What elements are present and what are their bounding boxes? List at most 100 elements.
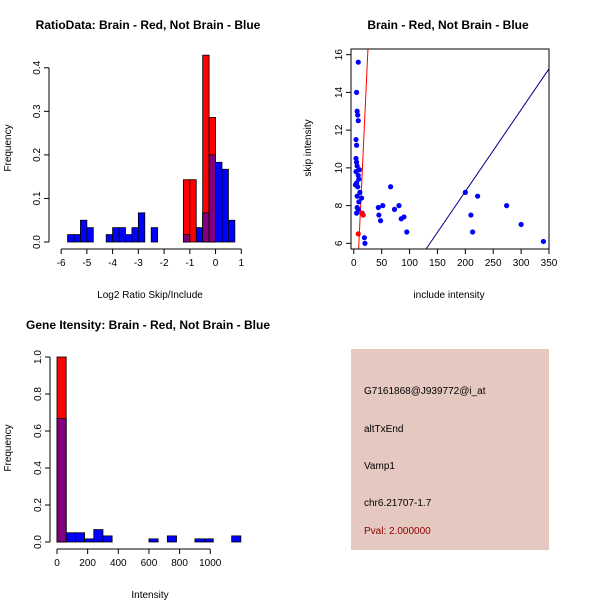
scatter-point-not-brain — [377, 218, 384, 224]
gene-y-tick-label: 0.6 — [33, 424, 44, 438]
gene-x-tick-label: 400 — [110, 558, 127, 569]
scatter-point-not-brain — [388, 184, 394, 190]
ratio-histogram: RatioData: Brain - Red, Not Brain - Blue… — [3, 18, 261, 301]
scatter-point-not-brain — [355, 112, 361, 118]
ratio-histogram-ylabel: Frequency — [3, 124, 14, 171]
scatter-y-tick-label: 14 — [334, 86, 345, 98]
ratio-x-tick-label: 1 — [238, 258, 244, 269]
gene-bar-overlap — [56, 418, 67, 543]
probe-info-panel: G7161868@J939772@i_at altTxEnd Vamp1 chr… — [351, 349, 549, 550]
scatter-point-not-brain — [355, 184, 361, 190]
scatter-point-not-brain — [358, 195, 365, 201]
ratio-histogram-axes: -6 -5 -4 -3 -2 -1 0 1 0.0 0.1 0.2 0.3 0.4 — [32, 60, 244, 269]
ratio-bar-not-brain — [118, 227, 126, 243]
ratio-bar-overlap — [208, 154, 216, 243]
ratio-bar-overlap — [202, 212, 210, 243]
gene-x-tick-label: 800 — [171, 558, 188, 569]
ratio-bar-overlap — [182, 234, 191, 243]
ratio-x-tick-label: 0 — [213, 258, 219, 269]
ratio-bar-not-brain — [228, 219, 236, 243]
gene-name: Vamp1 — [364, 461, 395, 472]
ratio-bar-not-brain — [80, 219, 88, 243]
scatter-y-tick-label: 6 — [334, 240, 345, 246]
scatter-x-tick-label: 50 — [376, 258, 388, 269]
intensity-scatter: Brain - Red, Not Brain - Blue include in… — [303, 18, 558, 301]
scatter-fit-line-navy — [425, 68, 549, 249]
scatter-x-tick-label: 300 — [513, 258, 530, 269]
scatter-point-not-brain — [361, 235, 367, 241]
gene-y-tick-label: 0.0 — [33, 535, 44, 549]
gene-intensity-axes: 0 200 400 600 800 1000 0.0 0.2 0.4 0.6 0.8 1.0 — [33, 350, 222, 569]
ratio-bar-not-brain — [150, 227, 159, 243]
gene-intensity-ylabel: Frequency — [3, 424, 14, 471]
scatter-x-tick-label: 100 — [401, 258, 418, 269]
intensity-scatter-ylabel: skip intensity — [303, 119, 314, 176]
ratio-x-tick-label: -3 — [134, 258, 143, 269]
scatter-point-not-brain — [362, 240, 368, 246]
scatter-point-not-brain — [356, 167, 362, 173]
scatter-point-not-brain — [354, 193, 360, 199]
scatter-point-not-brain — [468, 212, 474, 218]
scatter-point-not-brain — [353, 210, 360, 216]
ratio-bar-not-brain — [86, 227, 94, 243]
scatter-point-not-brain — [469, 229, 476, 235]
ratio-bar-not-brain — [105, 234, 114, 243]
ratio-bar-not-brain — [137, 212, 146, 243]
gene-bar-not-brain — [203, 538, 214, 543]
scatter-point-not-brain — [355, 59, 361, 65]
scatter-point-not-brain — [375, 204, 381, 211]
ratio-x-tick-label: -5 — [82, 258, 91, 269]
scatter-point-not-brain — [356, 176, 362, 182]
scatter-point-not-brain — [475, 193, 481, 199]
intensity-scatter-axes: 0 50 100 150 200 250 300 350 6 8 10 12 14 16 — [334, 48, 558, 269]
gene-y-tick-label: 1.0 — [33, 350, 44, 364]
scatter-x-tick-label: 200 — [457, 258, 474, 269]
gene-bar-not-brain — [102, 535, 113, 543]
ratio-y-tick-label: 0.1 — [32, 191, 43, 205]
ratio-x-tick-label: -2 — [160, 258, 169, 269]
gene-bar-not-brain — [74, 532, 85, 543]
intensity-scatter-xlabel: include intensity — [413, 290, 484, 301]
gene-y-tick-label: 0.8 — [33, 387, 44, 401]
gene-bar-not-brain — [194, 538, 205, 543]
ratio-bar-not-brain — [125, 234, 133, 243]
ratio-bar-not-brain — [112, 227, 120, 243]
scatter-point-brain — [355, 231, 361, 237]
scatter-point-not-brain — [353, 136, 359, 143]
scatter-y-tick-label: 16 — [334, 49, 345, 61]
gene-bar-not-brain — [231, 535, 242, 543]
scatter-x-tick-label: 250 — [485, 258, 502, 269]
scatter-point-not-brain — [504, 203, 510, 209]
gene-intensity-bars — [56, 356, 242, 543]
ratio-bar-not-brain — [221, 168, 229, 243]
p-value: Pval: 2.000000 — [364, 526, 431, 537]
scatter-point-not-brain — [357, 189, 363, 195]
gene-y-tick-label: 0.2 — [33, 498, 44, 512]
scatter-point-not-brain — [376, 212, 382, 218]
scatter-point-not-brain — [391, 206, 398, 212]
ratio-y-tick-label: 0.0 — [32, 235, 43, 249]
ratio-y-tick-label: 0.2 — [32, 148, 43, 162]
scatter-point-not-brain — [354, 163, 360, 169]
scatter-x-tick-label: 150 — [429, 258, 446, 269]
probe-id: G7161868@J939772@i_at — [364, 386, 486, 397]
scatter-point-brain — [360, 212, 366, 218]
scatter-point-not-brain — [401, 214, 407, 220]
scatter-point-not-brain — [380, 203, 386, 209]
gene-bar-not-brain — [148, 538, 159, 543]
scatter-point-not-brain — [518, 221, 524, 228]
gene-x-tick-label: 600 — [141, 558, 158, 569]
gene-intensity-xlabel: Intensity — [131, 590, 168, 600]
gene-intensity-title: Gene Itensity: Brain - Red, Not Brain - … — [26, 318, 270, 332]
gene-x-tick-label: 0 — [54, 558, 60, 569]
ratio-histogram-bars — [67, 54, 236, 243]
ratio-bar-not-brain — [73, 234, 81, 243]
scatter-point-not-brain — [353, 142, 360, 148]
scatter-point-not-brain — [355, 118, 361, 124]
gene-bar-not-brain — [65, 532, 76, 543]
ratio-bar-not-brain — [131, 227, 139, 243]
intensity-scatter-fit-lines — [358, 49, 549, 249]
gene-bar-not-brain — [93, 529, 104, 543]
ratio-bar-brain — [182, 179, 191, 243]
